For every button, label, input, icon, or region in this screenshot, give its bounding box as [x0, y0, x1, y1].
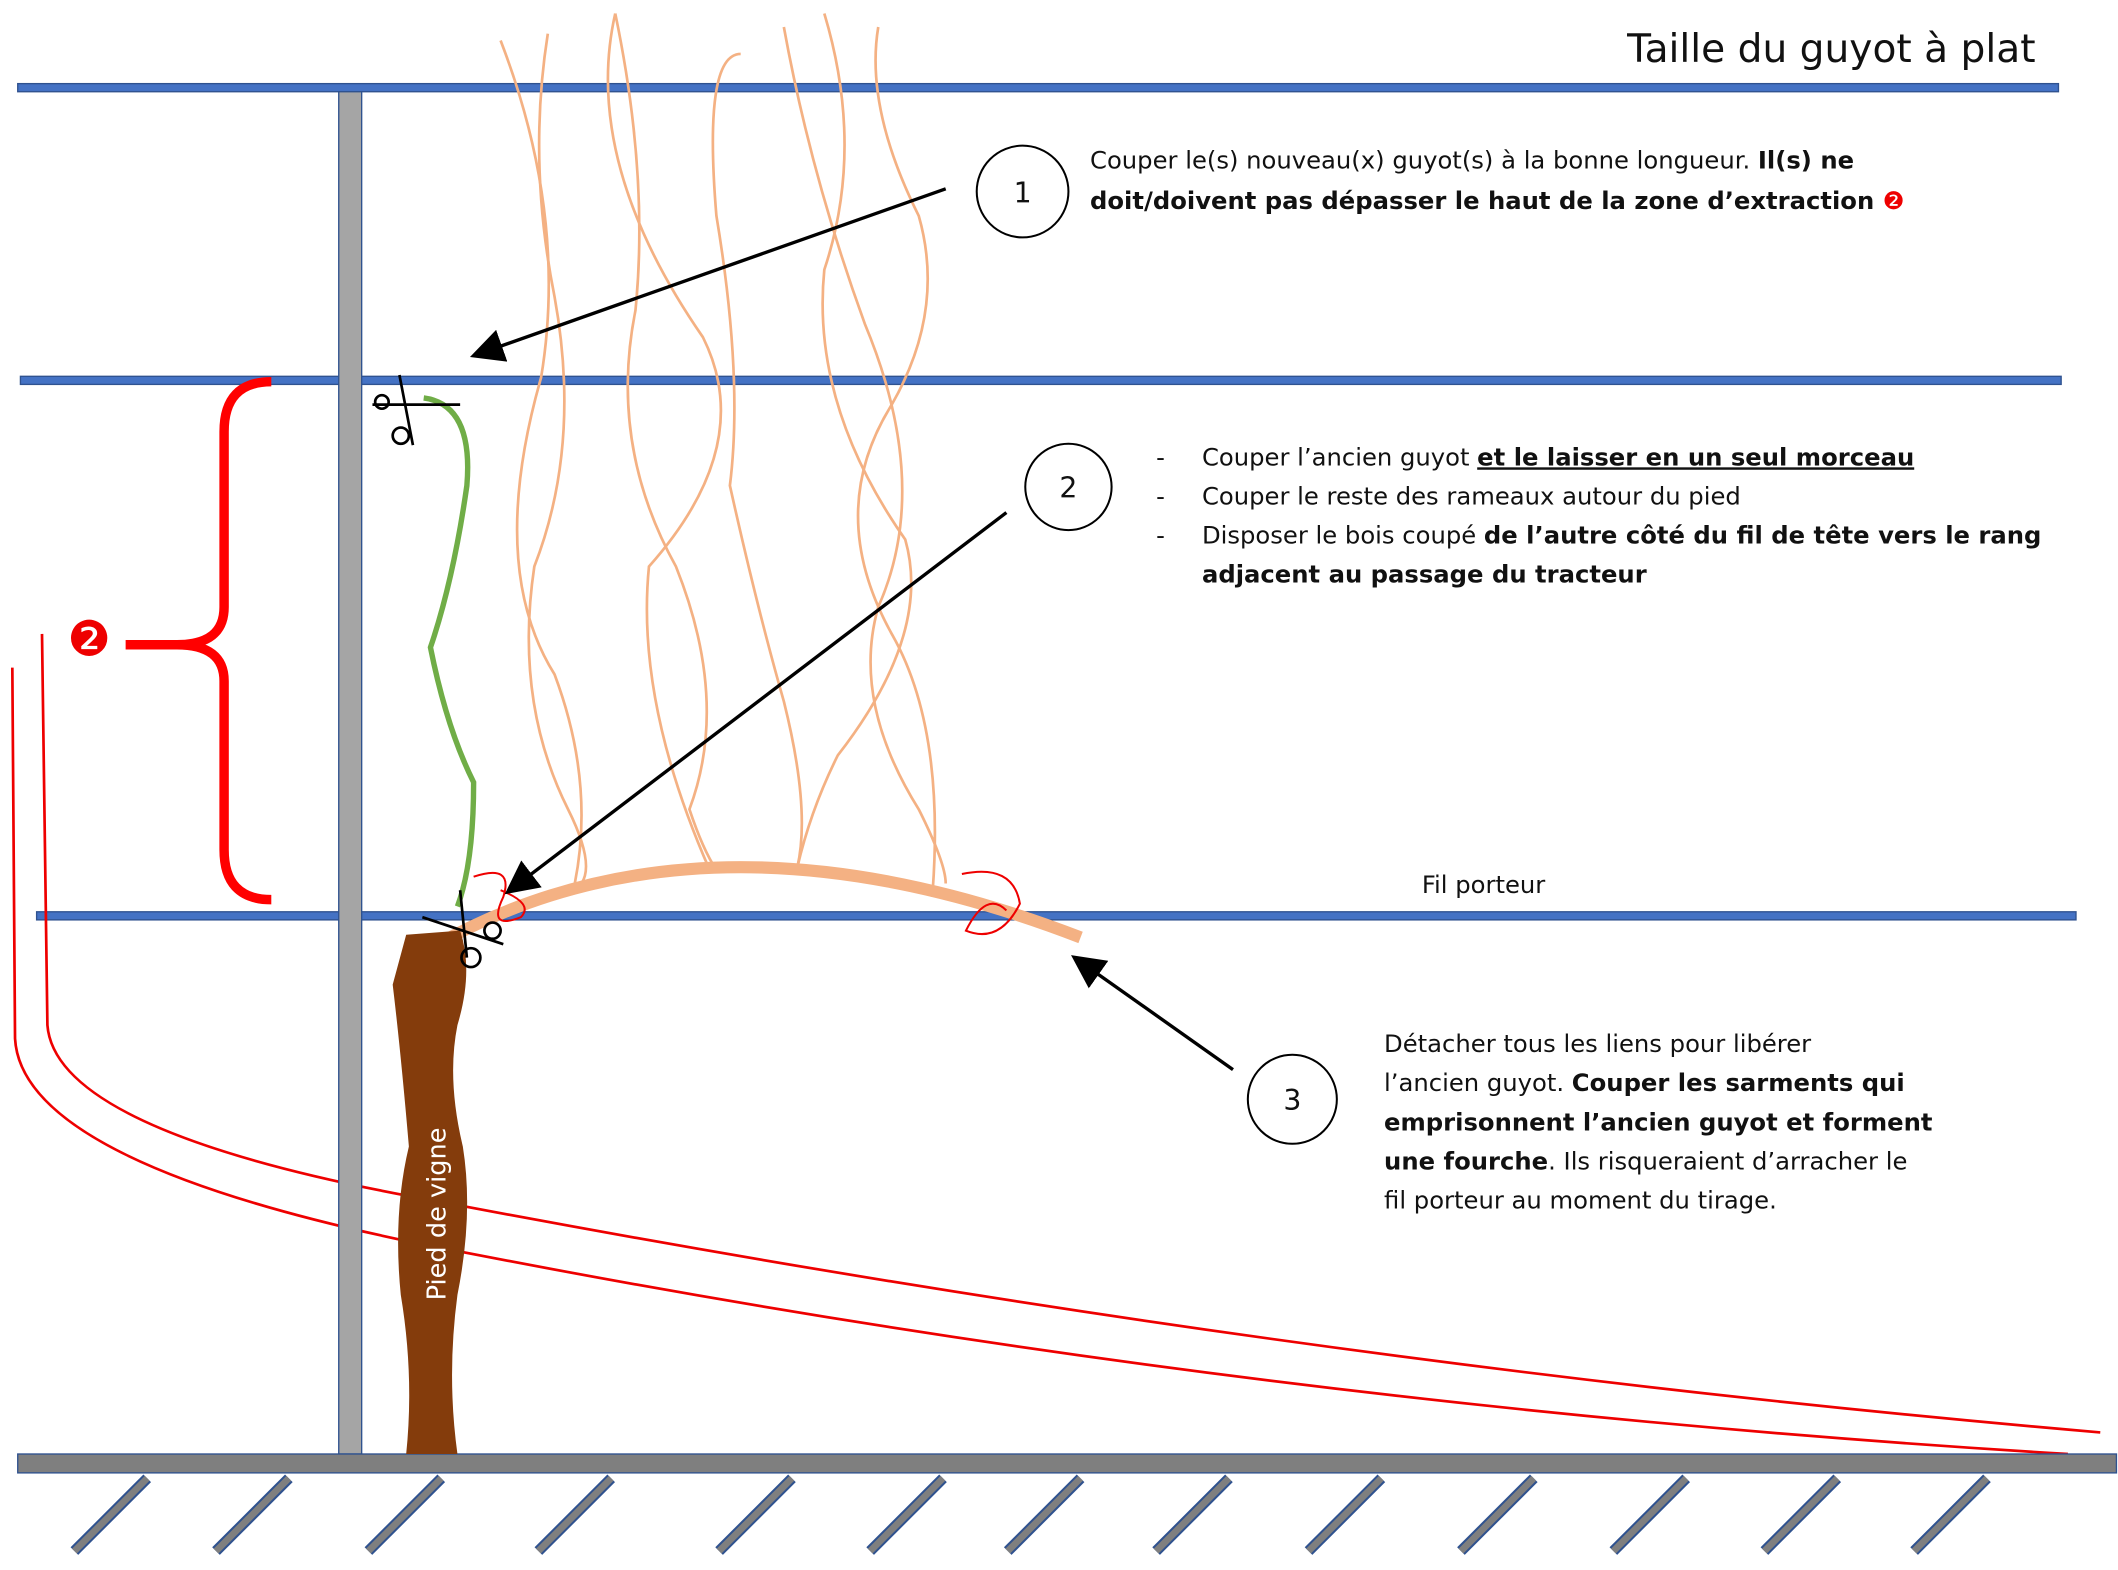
text-part: Il(s) ne	[1758, 146, 1854, 175]
ties	[473, 870, 1021, 936]
stake-fill	[867, 1475, 946, 1554]
stake-fill	[1005, 1475, 1083, 1554]
stake-fill	[1911, 1475, 1990, 1554]
step-circles	[975, 144, 1338, 1145]
text-part: de l’autre côté du fil de tête vers le r…	[1484, 521, 2042, 550]
post	[338, 91, 363, 1455]
text-part: Détacher tous les liens pour libérer	[1384, 1029, 1811, 1058]
pipes	[10, 633, 2101, 1456]
text-part: . Ils risqueraient d’arracher le	[1548, 1146, 1907, 1175]
stake-fill	[71, 1475, 150, 1554]
step-line: Couper le(s) nouveau(x) guyot(s) à la bo…	[1090, 146, 1854, 175]
step-number: 3	[1283, 1084, 1301, 1117]
stakes	[70, 1474, 1991, 1555]
stake-fill	[1610, 1475, 1689, 1554]
step-number: 2	[1059, 472, 1077, 505]
title: Taille du guyot à plat	[1626, 27, 2035, 72]
stake-fill	[366, 1475, 444, 1554]
steps: 1 Couper le(s) nouveau(x) guyot(s) à la b…	[1014, 146, 2042, 1215]
stake-fill	[716, 1475, 795, 1554]
text-part: Couper le(s) nouveau(x) guyot(s) à la bo…	[1090, 146, 1758, 175]
step-line: Détacher tous les liens pour libérer	[1384, 1029, 1811, 1058]
shoots	[499, 13, 948, 898]
wires	[17, 82, 2077, 921]
arrows	[469, 187, 1234, 1071]
text-part: adjacent au passage du tracteur	[1202, 560, 1647, 589]
bullet: -	[1156, 481, 1165, 510]
step-line: Disposer le bois coupé de l’autre côté d…	[1202, 521, 2041, 550]
ground	[17, 1453, 2118, 1474]
wire-label: Fil porteur	[1422, 870, 1545, 899]
stake-fill	[535, 1475, 614, 1554]
step-line: Couper l’ancien guyot et le laisser en u…	[1202, 442, 1914, 471]
bullet: -	[1156, 521, 1165, 550]
extraction-marker: ❷	[67, 612, 111, 668]
text-part: doit/doivent pas dépasser le haut de la …	[1090, 186, 1883, 215]
stake-fill	[213, 1475, 292, 1554]
step-line: Couper le reste des rameaux autour du pi…	[1202, 481, 1741, 510]
bullet: -	[1156, 442, 1165, 471]
new-guyot	[423, 395, 477, 908]
extraction-brace	[125, 376, 272, 905]
text-part: Couper le reste des rameaux autour du pi…	[1202, 481, 1741, 510]
step-line: fil porteur au moment du tirage.	[1384, 1186, 1777, 1215]
step-line: adjacent au passage du tracteur	[1202, 560, 1647, 589]
step-number: 1	[1014, 176, 1032, 209]
text-part: Couper l’ancien guyot	[1202, 442, 1477, 471]
text-part: l’ancien guyot.	[1384, 1068, 1572, 1097]
trunk	[392, 930, 468, 1455]
scissors	[372, 374, 504, 969]
text-part: une fourche	[1384, 1146, 1548, 1175]
trunk-label: Pied de vigne	[422, 1128, 452, 1301]
text-part: et le laisser en un seul morceau	[1477, 442, 1914, 471]
marker: ❷	[1883, 186, 1905, 215]
old-guyot	[427, 861, 1083, 954]
text-part: emprisonnent l’ancien guyot et forment	[1384, 1107, 1933, 1136]
stake-fill	[1153, 1475, 1232, 1554]
stake-fill	[1306, 1475, 1384, 1554]
stake-fill	[1458, 1475, 1537, 1554]
step-line: l’ancien guyot. Couper les sarments qui	[1384, 1068, 1905, 1097]
step-line: emprisonnent l’ancien guyot et forment	[1384, 1107, 1933, 1136]
text-part: Couper les sarments qui	[1572, 1068, 1905, 1097]
text-part: Disposer le bois coupé	[1202, 521, 1484, 550]
stake-fill	[1762, 1475, 1840, 1554]
text-part: fil porteur au moment du tirage.	[1384, 1186, 1777, 1215]
step-line: doit/doivent pas dépasser le haut de la …	[1090, 186, 1904, 215]
step-line: une fourche. Ils risqueraient d’arracher…	[1384, 1146, 1907, 1175]
